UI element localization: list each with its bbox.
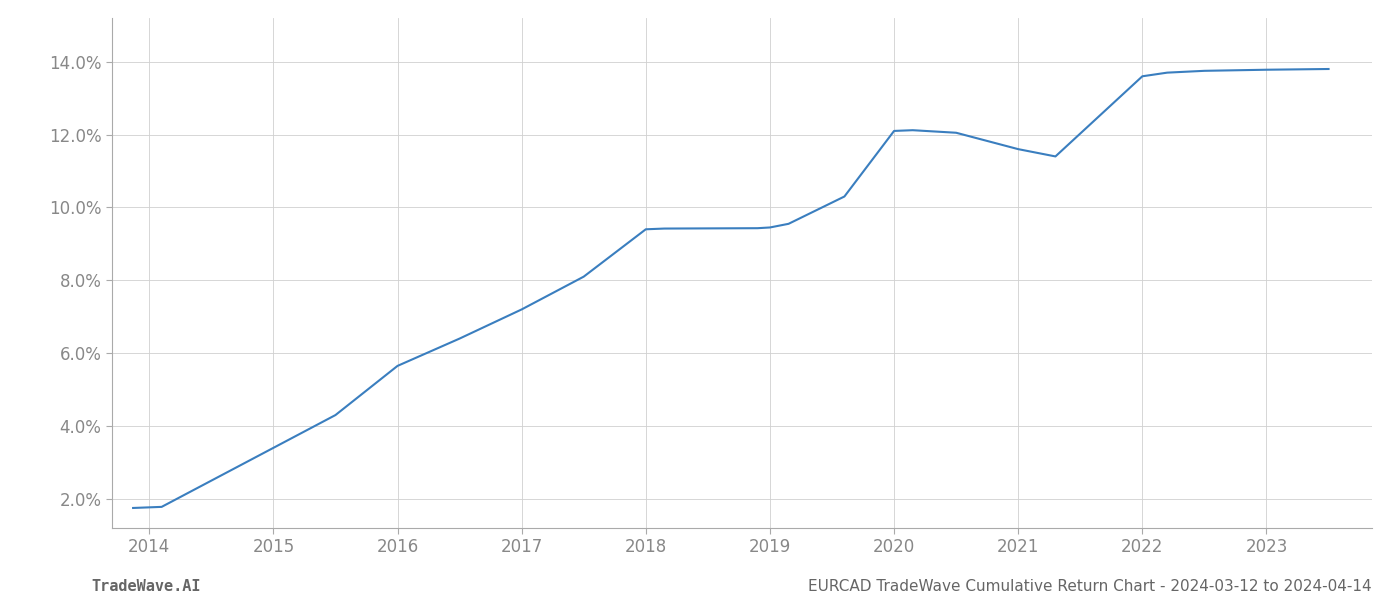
Text: TradeWave.AI: TradeWave.AI <box>91 579 200 594</box>
Text: EURCAD TradeWave Cumulative Return Chart - 2024-03-12 to 2024-04-14: EURCAD TradeWave Cumulative Return Chart… <box>808 579 1372 594</box>
